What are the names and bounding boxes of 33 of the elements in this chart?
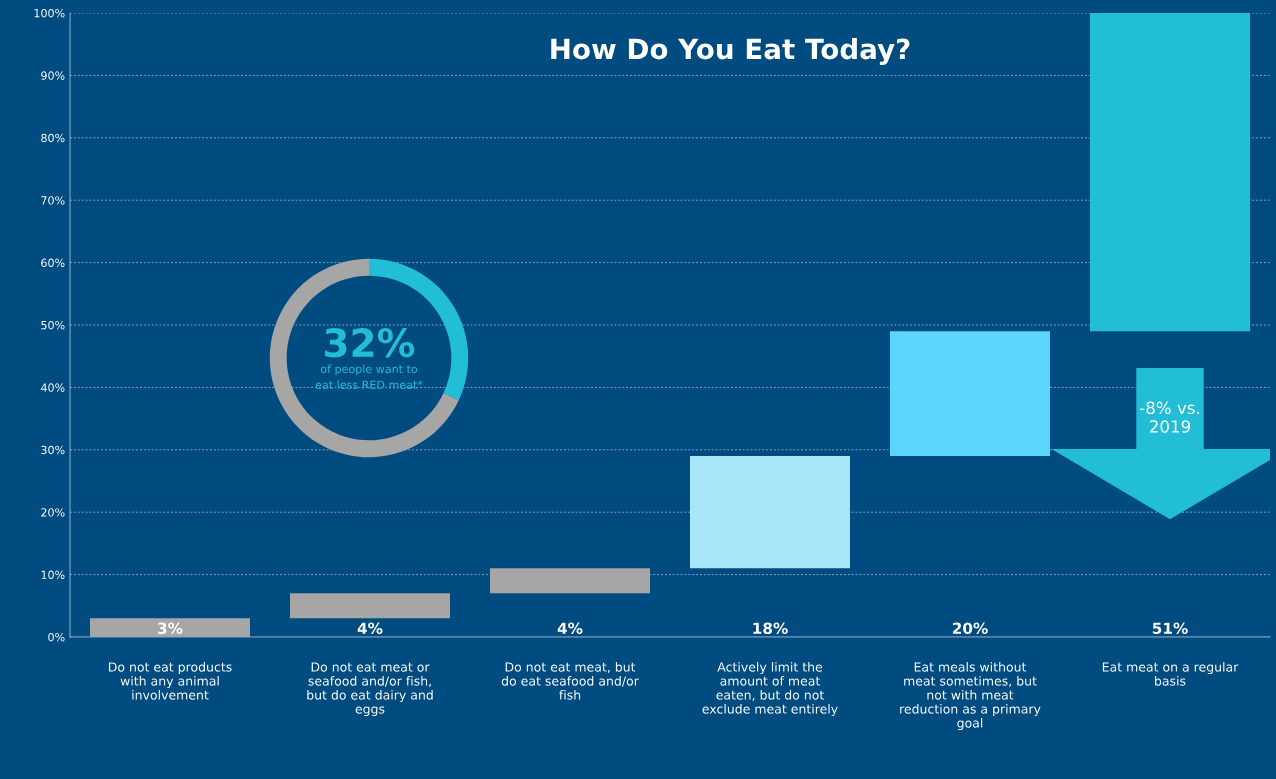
- annotation: of people want to eat less RED meat*: [315, 364, 423, 389]
- y-tick-label: 50%: [41, 320, 65, 330]
- annotation: 32%: [325, 327, 415, 358]
- text: How Do You Eat Today?: [551, 37, 910, 66]
- annotation: 20%: [952, 622, 988, 635]
- annotation: -8% vs. 2019: [1140, 401, 1199, 433]
- annotation: 3%: [158, 622, 183, 635]
- annotation: 51%: [1152, 622, 1188, 635]
- y-tick-label: 70%: [41, 196, 65, 205]
- annotation: 18%: [753, 622, 788, 635]
- x-tick-label: Eat meals without meat sometimes, but not with meat reduction as a primary goal: [900, 662, 1041, 731]
- y-tick-label: 10%: [41, 570, 65, 579]
- y-tick-label: 20%: [41, 508, 65, 517]
- x-tick-label: Do not eat products with any animal involvement: [108, 662, 232, 700]
- bar: [90, 618, 250, 637]
- bar: [1090, 13, 1250, 332]
- y-tick-label: 40%: [40, 383, 65, 392]
- bar: [690, 456, 850, 569]
- y-tick-label: 0%: [48, 632, 65, 642]
- y-tick-label: 80%: [41, 133, 65, 143]
- bar: [490, 568, 650, 594]
- annotation: 4%: [557, 622, 583, 635]
- x-tick-label: Do not eat meat or seafood and/or fish, but do eat dairy and eggs: [307, 662, 433, 717]
- bar: [290, 593, 450, 619]
- y-tick-label: 90%: [41, 71, 65, 80]
- y-tick-label: 30%: [41, 445, 65, 455]
- annotation: 4%: [357, 622, 383, 635]
- x-tick-label: Actively limit the amount of meat eaten, but do not exclude meat entirely: [702, 662, 838, 717]
- donut-slice: [269, 258, 459, 458]
- y-tick-label: 60%: [41, 258, 65, 267]
- y-tick-label: 100%: [34, 8, 65, 18]
- x-tick-label: Do not eat meat, but do eat seafood and/or fish: [501, 662, 639, 700]
- x-tick-label: Eat meat on a regular basis: [1102, 662, 1239, 686]
